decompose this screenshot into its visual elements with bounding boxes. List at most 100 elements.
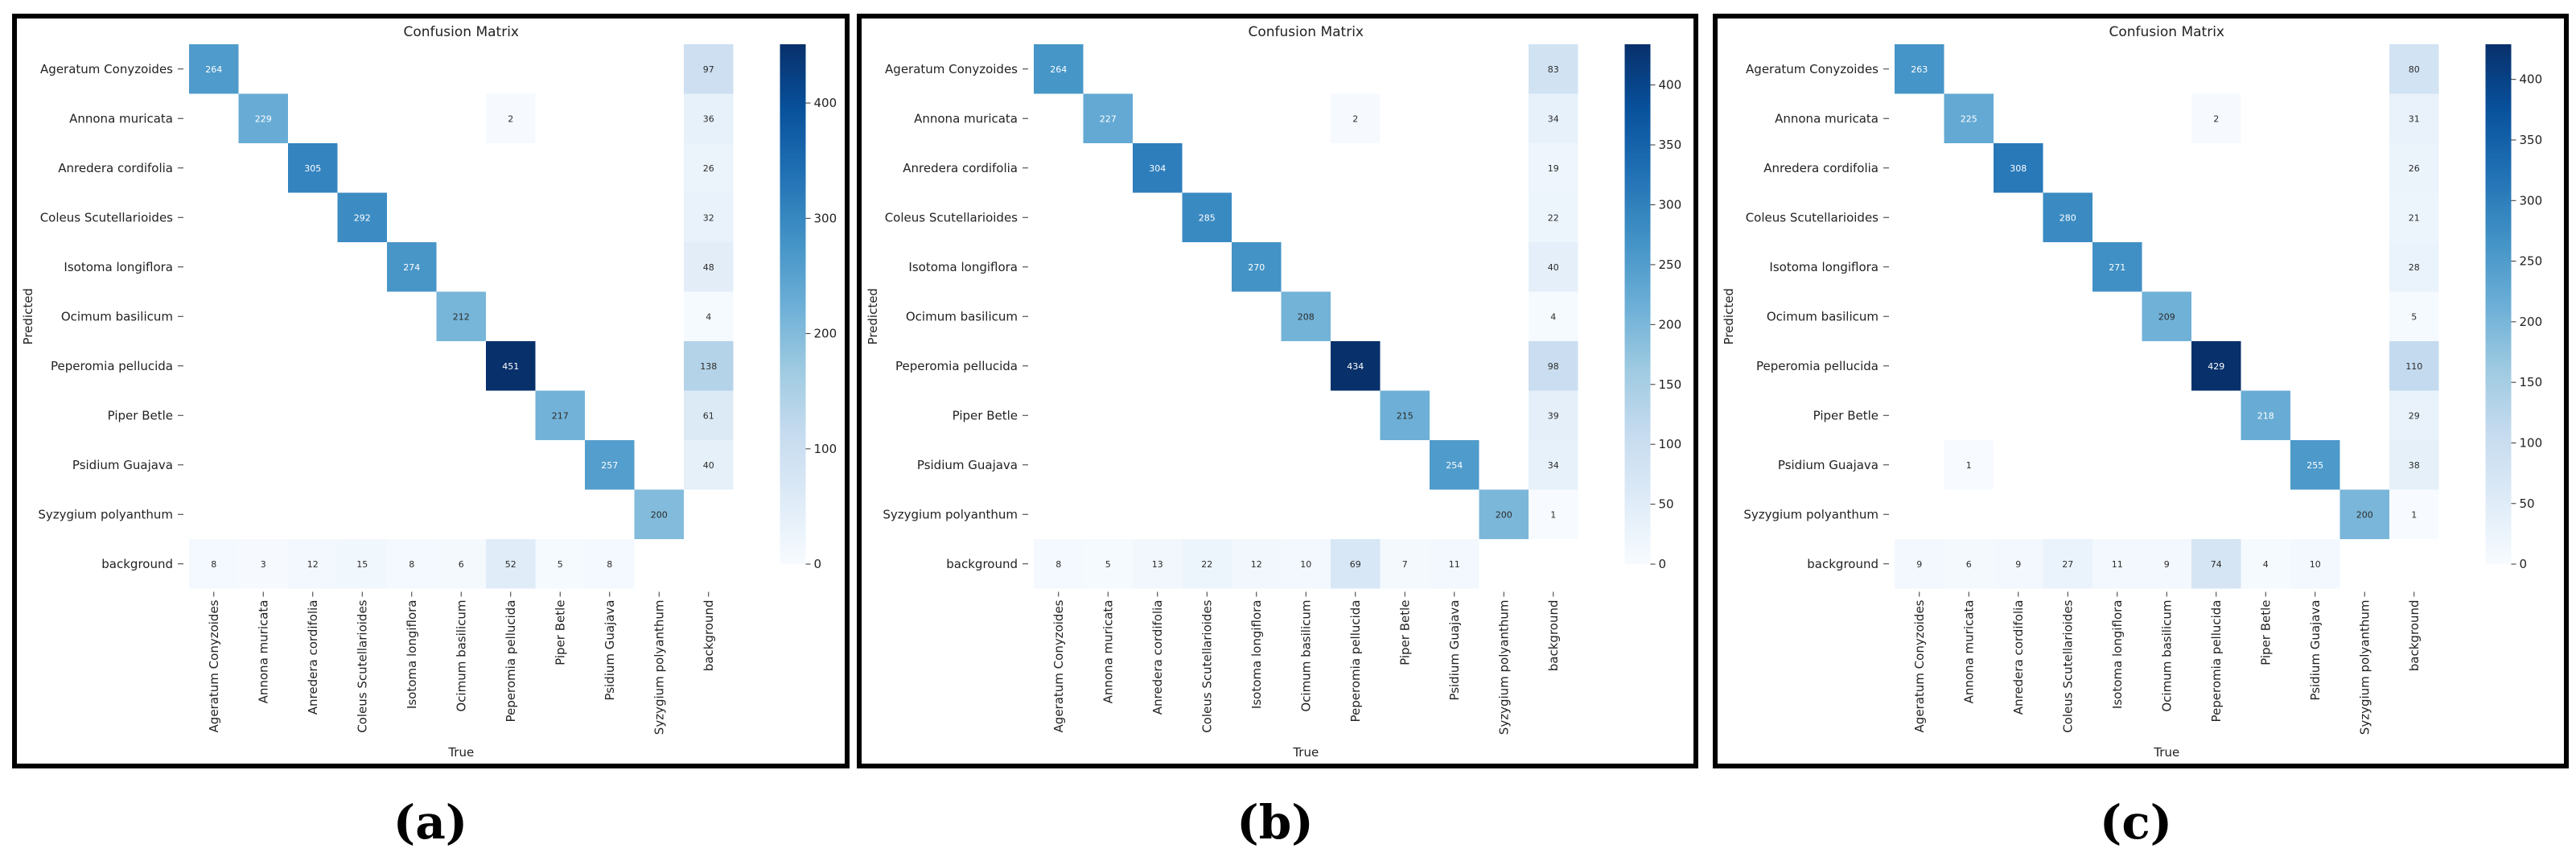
panel-caption: (a) — [393, 795, 467, 850]
cell-value-label: 4 — [1550, 311, 1556, 322]
heatmap-cell — [189, 44, 239, 94]
x-tick-label: Isotoma longiflora — [1249, 600, 1264, 710]
heatmap-cell — [2092, 242, 2142, 292]
colorbar-tick-label: 200 — [814, 327, 837, 341]
cell-value-label: 28 — [2409, 262, 2420, 273]
cell-value-label: 2 — [2213, 113, 2219, 124]
colorbar-tick-label: 200 — [1659, 317, 1682, 332]
heatmap-cell — [2043, 539, 2092, 589]
colorbar-tick-label: 250 — [1659, 257, 1682, 272]
heatmap-cell — [1479, 489, 1529, 539]
chart-title: Confusion Matrix — [1249, 24, 1364, 40]
heatmap-cell — [684, 341, 734, 391]
x-tick-label: Psidium Guajava — [2308, 600, 2323, 701]
heatmap-cell — [2142, 291, 2191, 341]
y-tick-label: Ocimum basilicum — [906, 309, 1018, 323]
x-tick-label: Syzygium polyanthum — [652, 600, 666, 735]
colorbar-tick-label: 150 — [1659, 377, 1682, 392]
y-tick-label: Coleus Scutellarioides — [1746, 210, 1879, 224]
cell-value-label: 34 — [1548, 460, 1559, 471]
colorbar-tick-label: 100 — [2520, 435, 2543, 450]
colorbar-tick-label: 300 — [814, 211, 837, 225]
heatmap-cell — [535, 390, 585, 440]
x-tick-label: Piper Betle — [1397, 600, 1412, 665]
heatmap-cell — [535, 539, 585, 589]
cell-value-label: 40 — [1548, 262, 1559, 273]
cell-value-label: 22 — [1548, 212, 1559, 223]
x-tick-label: Coleus Scutellarioides — [2060, 599, 2075, 732]
colorbar-tick-label: 350 — [1659, 138, 1682, 152]
cell-value-label: 271 — [2109, 262, 2125, 273]
cell-value-label: 11 — [2112, 559, 2123, 570]
cell-value-label: 12 — [307, 559, 319, 570]
heatmap-cell — [2142, 539, 2191, 589]
heatmap-cell — [634, 489, 684, 539]
cell-value-label: 26 — [703, 163, 714, 174]
x-axis-label: True — [2153, 745, 2179, 760]
cell-value-label: 48 — [703, 262, 714, 273]
cell-value-label: 3 — [261, 559, 266, 570]
cell-value-label: 227 — [1100, 113, 1117, 124]
heatmap-cell — [1529, 440, 1578, 490]
cell-value-label: 4 — [2263, 559, 2269, 570]
y-axis-label: Predicted — [1722, 288, 1736, 344]
cell-value-label: 5 — [558, 559, 563, 570]
y-tick-label: Annona muricata — [69, 111, 173, 126]
y-tick-label: Annona muricata — [914, 111, 1018, 126]
heatmap-cell — [1281, 539, 1331, 589]
heatmap-cell — [189, 539, 239, 589]
y-tick-label: Psidium Guajava — [917, 458, 1018, 472]
heatmap-cell — [1895, 44, 1944, 94]
heatmap-cell — [2389, 489, 2439, 539]
x-tick-label: Ocimum basilicum — [454, 600, 468, 712]
cell-value-label: 74 — [2211, 559, 2222, 570]
cell-value-label: 305 — [304, 163, 321, 174]
cell-value-label: 451 — [502, 361, 519, 372]
x-tick-label: Syzygium polyanthum — [2357, 600, 2372, 735]
chart-title: Confusion Matrix — [2109, 24, 2225, 40]
panel-frame — [1713, 14, 2569, 768]
cell-value-label: 61 — [703, 410, 714, 421]
cell-value-label: 429 — [2208, 361, 2224, 372]
heatmap-cell — [2389, 440, 2439, 490]
heatmap-cell — [2191, 341, 2241, 391]
y-tick-label: Ageratum Conyzoides — [40, 62, 173, 76]
y-axis-label: Predicted — [866, 288, 880, 344]
cell-value-label: 229 — [255, 113, 272, 124]
x-tick-label: background — [702, 600, 716, 672]
cell-value-label: 257 — [601, 460, 618, 471]
cell-value-label: 280 — [2060, 212, 2076, 223]
cell-value-label: 5 — [2411, 311, 2417, 322]
y-tick-label: Anredera cordifolia — [1763, 161, 1879, 175]
cell-value-label: 40 — [703, 460, 714, 471]
heatmap-cell — [1944, 93, 1994, 143]
x-tick-label: Annona muricata — [1961, 600, 1976, 704]
cell-value-label: 32 — [703, 212, 714, 223]
y-tick-label: Psidium Guajava — [72, 458, 173, 472]
heatmap-cell — [1034, 44, 1084, 94]
x-axis-label: True — [1292, 745, 1319, 760]
heatmap-cell — [1331, 341, 1381, 391]
colorbar-tick-label: 100 — [1659, 437, 1682, 451]
y-tick-label: Coleus Scutellarioides — [40, 210, 173, 224]
colorbar-tick-label: 400 — [2520, 72, 2543, 87]
y-tick-label: Peperomia pellucida — [895, 359, 1018, 373]
cell-value-label: 80 — [2409, 64, 2420, 75]
cell-value-label: 5 — [1105, 559, 1111, 570]
cell-value-label: 1 — [1550, 509, 1556, 520]
x-tick-label: Annona muricata — [1101, 600, 1115, 704]
cell-value-label: 97 — [703, 64, 714, 75]
cell-value-label: 218 — [2257, 410, 2274, 421]
y-tick-label: Anredera cordifolia — [58, 161, 173, 175]
heatmap-cell — [1529, 242, 1578, 292]
x-axis-label: True — [447, 745, 474, 760]
x-tick-label: Psidium Guajava — [603, 600, 617, 701]
heatmap-cell — [337, 192, 387, 242]
x-tick-label: Anredera cordifolia — [2011, 600, 2026, 715]
heatmap-cell — [2389, 44, 2439, 94]
cell-value-label: 263 — [1911, 64, 1928, 75]
panel-frame — [857, 14, 1698, 768]
colorbar-tick-label: 400 — [814, 96, 837, 110]
heatmap-cell — [486, 341, 536, 391]
